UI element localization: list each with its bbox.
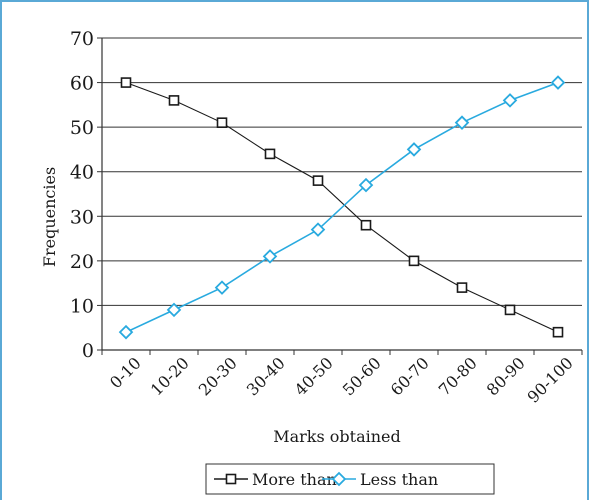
y-tick-label: 20 [70, 251, 94, 273]
x-tick-label: 60-70 [387, 353, 433, 399]
legend-label: More than [252, 470, 337, 489]
legend-swatch-marker [331, 471, 347, 487]
x-axis-label: Marks obtained [273, 427, 401, 446]
series-less-than-point [502, 93, 518, 108]
series-less-than-point [214, 280, 230, 295]
series-less-than-point [358, 177, 374, 193]
series-more-than-point [408, 255, 420, 267]
series-less-than-point [406, 142, 422, 157]
x-tick-label: 30-40 [243, 353, 289, 399]
y-tick-label: 30 [70, 206, 94, 228]
x-tick-label: 70-80 [435, 353, 481, 399]
y-tick-label: 10 [70, 295, 94, 317]
series-less-than-line [125, 81, 559, 333]
x-axis-ticks: 0-10 10-20 20-30 30-40 40-50 50-60 60-70 70-80 8… [101, 350, 583, 407]
series-less-than-point [118, 324, 134, 340]
x-tick-label: 20-30 [195, 353, 241, 399]
series-less-than-point [550, 75, 566, 90]
series-more-than-point [504, 304, 516, 316]
x-tick-label: 90-100 [524, 353, 577, 406]
y-tick-label: 60 [70, 73, 94, 95]
x-tick-label: 10-20 [147, 353, 193, 399]
x-tick-label: 0-10 [106, 353, 145, 392]
series-more-than-point [456, 282, 468, 293]
y-axis-ticks: 0 10 20 30 40 50 60 70 [70, 28, 102, 362]
series-more-than [120, 77, 564, 338]
series-more-than-point [552, 326, 564, 338]
series-less-than-point [454, 115, 470, 130]
series-less-than-point [166, 302, 182, 318]
series-more-than-point [120, 77, 132, 88]
x-tick-label: 40-50 [291, 353, 337, 399]
legend-item-more-than: More than [214, 470, 337, 489]
series-more-than-point [312, 175, 324, 186]
x-tick-label: 50-60 [339, 353, 385, 399]
series-less-than-point [310, 222, 326, 237]
series-less-than [118, 75, 566, 340]
y-tick-label: 40 [70, 162, 94, 184]
legend: More than Less than [205, 463, 495, 495]
series-more-than-line [125, 82, 559, 333]
legend-item-less-than: Less than [322, 470, 438, 489]
legend-label: Less than [360, 470, 438, 489]
y-tick-label: 0 [82, 340, 94, 362]
x-tick-label: 80-90 [483, 353, 529, 399]
series-less-than-point [262, 249, 278, 264]
series-more-than-point [360, 219, 372, 231]
legend-swatch-marker [225, 473, 237, 485]
series-more-than-point [216, 117, 228, 128]
series-more-than-point [168, 95, 180, 106]
y-axis-label: Frequencies [40, 167, 59, 267]
y-tick-label: 50 [70, 117, 94, 139]
y-tick-label: 70 [70, 28, 94, 50]
gridlines [102, 37, 582, 306]
series-more-than-point [264, 148, 276, 160]
series-layer [118, 75, 566, 340]
